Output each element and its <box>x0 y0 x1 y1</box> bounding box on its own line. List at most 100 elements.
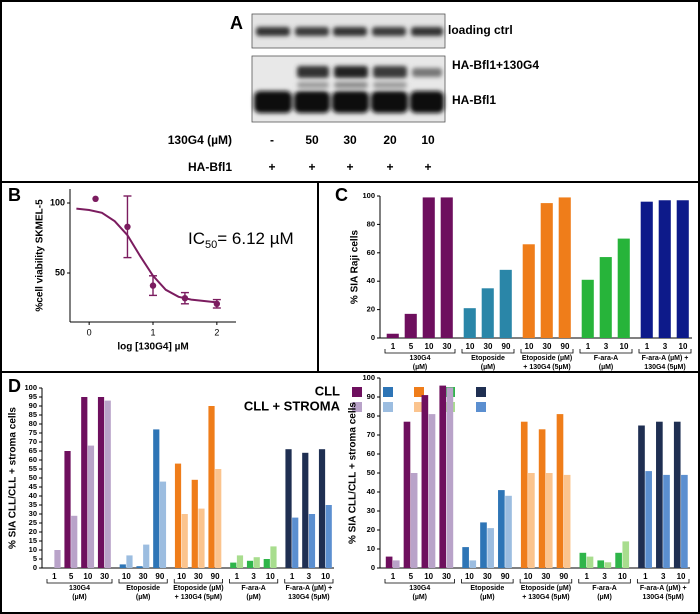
annotation: IC50= 6.12 µM <box>188 229 294 250</box>
x-tick-label: 1 <box>586 342 591 351</box>
y-tick-label: 15 <box>29 536 37 545</box>
bar <box>292 517 299 568</box>
x-tick-label: 30 <box>541 572 550 581</box>
bar <box>81 397 88 568</box>
group-bracket <box>638 349 692 354</box>
bar <box>215 469 222 568</box>
y-tick-label: 75 <box>29 428 37 437</box>
bar <box>563 474 571 568</box>
bar <box>558 197 571 338</box>
group-bracket <box>579 349 633 354</box>
group-bracket <box>118 579 168 584</box>
group-bracket <box>578 579 631 584</box>
group-label: Etoposide <box>126 585 160 592</box>
bar <box>392 560 400 568</box>
bar <box>522 244 535 338</box>
group-label: 130G4 <box>409 355 430 362</box>
bar <box>556 414 564 568</box>
y-tick-label: 10 <box>367 544 375 553</box>
x-tick-label: 10 <box>618 572 627 581</box>
bar <box>54 550 61 568</box>
group-label: + 130G4 (5µM) <box>522 594 569 601</box>
bar <box>308 514 316 568</box>
group-label: Etoposide (µM) <box>521 585 571 592</box>
bar <box>658 200 671 338</box>
bar <box>656 421 663 568</box>
bar <box>428 414 436 568</box>
y-tick-label: 90 <box>367 392 375 401</box>
y-tick-label: 60 <box>367 449 375 458</box>
y-tick-label: 30 <box>29 509 37 518</box>
x-tick-label: 10 <box>524 572 533 581</box>
lane-label: + <box>424 160 431 174</box>
bar <box>253 557 260 568</box>
y-tick-label: 100 <box>362 191 375 200</box>
x-tick-label: 90 <box>155 572 164 581</box>
point <box>124 223 131 230</box>
bar <box>599 257 612 338</box>
y-tick-label: 50 <box>367 468 375 477</box>
lane-label: - <box>270 133 274 147</box>
bar <box>191 479 198 568</box>
bar <box>246 560 254 568</box>
group-label: 130G4 (5µM) <box>644 364 685 371</box>
panel-label: A <box>230 13 243 33</box>
bar <box>520 421 528 568</box>
group-bracket <box>461 579 514 584</box>
group-label: (µM) <box>597 594 612 601</box>
x-tick-label: 30 <box>139 572 148 581</box>
y-tick-label: 10 <box>29 545 37 554</box>
y-tick-label: 90 <box>29 401 37 410</box>
group-bracket <box>519 579 573 584</box>
x-tick-label: 1 <box>52 572 57 581</box>
bar <box>673 421 681 568</box>
y-tick-label: 60 <box>367 248 375 257</box>
bar <box>285 449 292 568</box>
x-tick-label: 30 <box>484 342 493 351</box>
group-label: (µM) <box>481 364 496 371</box>
bar <box>581 279 594 338</box>
x-tick-label: 1 <box>391 342 396 351</box>
group-label: (µM) <box>412 594 427 601</box>
bar <box>498 490 505 568</box>
bar <box>579 552 587 568</box>
blot-bands <box>254 27 444 113</box>
bar <box>87 445 95 568</box>
lane-label: 20 <box>383 133 397 147</box>
bar <box>208 406 215 568</box>
group-label: 130G4 (5µM) <box>288 594 329 601</box>
bar <box>126 555 133 568</box>
bar <box>505 495 512 568</box>
bar <box>540 203 553 338</box>
group-bracket <box>461 349 515 354</box>
y-tick-label: 50 <box>55 267 65 277</box>
bar <box>586 556 594 568</box>
y-tick-label: 0 <box>371 563 375 572</box>
row-label: 130G4 (µM) <box>168 133 232 147</box>
panel-label: D <box>8 376 21 396</box>
y-tick-label: 85 <box>29 410 37 419</box>
y-tick-label: 95 <box>29 392 37 401</box>
y-tick-label: 40 <box>367 276 375 285</box>
row-label: HA-Bfl1 <box>188 160 232 174</box>
y-tick-label: 80 <box>367 219 375 228</box>
legend-swatch <box>383 402 393 412</box>
x-axis-title: log [130G4] µM <box>117 342 188 353</box>
group-label: Etoposide <box>471 355 505 362</box>
x-tick-label: 30 <box>543 342 552 351</box>
legend-label: CLL <box>315 383 340 398</box>
bar <box>638 425 645 568</box>
x-tick-label: 10 <box>525 342 534 351</box>
point <box>213 300 221 307</box>
group-label: Etoposide (µM) <box>522 355 572 362</box>
x-tick-label: 2 <box>214 327 219 337</box>
x-tick-label: 10 <box>466 342 475 351</box>
group-label: F-ara-A (µM) + <box>642 355 689 362</box>
y-tick-label: 70 <box>367 430 375 439</box>
bar <box>325 505 332 568</box>
lane-label: + <box>308 160 315 174</box>
x-tick-label: 3 <box>663 342 668 351</box>
panel-label: C <box>335 185 348 205</box>
x-tick-label: 3 <box>251 572 256 581</box>
